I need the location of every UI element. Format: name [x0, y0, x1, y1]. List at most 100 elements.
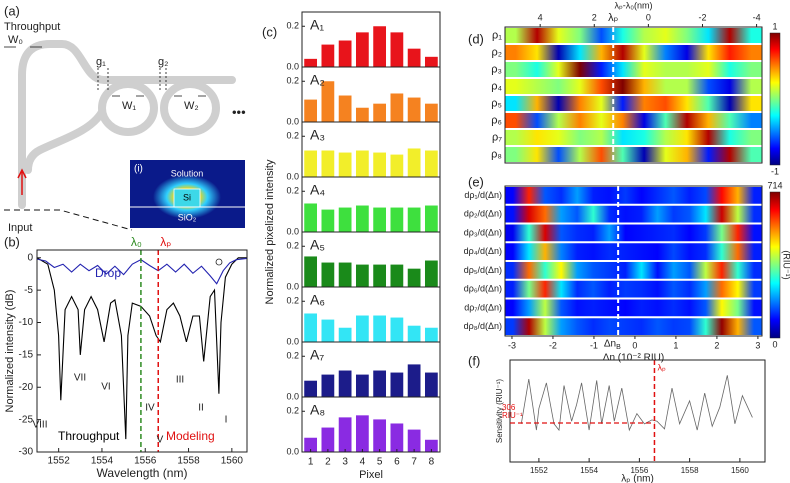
bar — [407, 268, 421, 287]
bar — [338, 207, 352, 232]
row-label: ρ₅ — [491, 97, 502, 109]
w1-label: W₁ — [122, 100, 136, 112]
bar — [407, 148, 421, 177]
throughput-label: Throughput — [4, 21, 60, 33]
bar — [304, 203, 318, 232]
bar — [424, 205, 438, 232]
series-label: Throughput — [58, 429, 120, 443]
bar — [390, 372, 404, 397]
x-tick-label: 3 — [342, 457, 348, 468]
x-tick-label: -3 — [508, 340, 516, 350]
plot-frame — [36, 249, 248, 453]
resonance-circle — [215, 258, 223, 266]
bar — [390, 207, 404, 232]
bar — [338, 417, 352, 452]
facet-label: A₄ — [310, 182, 325, 198]
bar — [407, 364, 421, 397]
bar — [424, 372, 438, 397]
ring-2 — [160, 80, 220, 136]
bar — [304, 150, 318, 177]
panel-label: (c) — [262, 24, 277, 39]
facet-label: A₆ — [310, 292, 325, 308]
input-arrowhead — [17, 168, 27, 179]
bar — [355, 264, 369, 287]
heatmap-frame — [504, 185, 763, 337]
series-line — [520, 375, 753, 432]
x-tick-label: -2 — [549, 340, 557, 350]
x-tick-label: 2 — [714, 340, 719, 350]
bar — [355, 415, 369, 452]
bar — [338, 370, 352, 397]
resonance-label: III — [176, 375, 184, 386]
x-tick-label: 0 — [632, 340, 637, 350]
y-tick-label: -30 — [19, 447, 34, 458]
reference-unit: RIU⁻¹ — [502, 411, 523, 420]
facet-label: A₅ — [310, 237, 325, 253]
x-tick-label: -4 — [753, 12, 761, 22]
heatmap-row — [505, 262, 762, 279]
bar — [321, 81, 335, 122]
bar — [407, 48, 421, 67]
panel-label: (f) — [468, 353, 480, 368]
bar — [304, 380, 318, 397]
facet-label: A₂ — [310, 72, 325, 88]
x-tick-label: 2 — [592, 12, 597, 22]
x-axis-title: Wavelength (nm) — [97, 466, 188, 480]
bar — [321, 150, 335, 177]
y-tick-label: 0.0 — [286, 171, 299, 181]
x-tick-label: 1558 — [681, 466, 699, 475]
heatmap-row — [505, 62, 762, 77]
colorbar-tick-label: 0 — [772, 339, 777, 349]
bar — [355, 32, 369, 67]
panel-label: (d) — [468, 31, 484, 46]
marker-label: λₚ — [608, 12, 619, 24]
plot-frame — [509, 359, 766, 463]
row-label: ρ₇ — [492, 131, 502, 143]
y-tick-label: 0.0 — [286, 336, 299, 346]
heatmap-row — [505, 205, 762, 223]
heatmap-row — [505, 45, 762, 60]
x-tick-label: 1552 — [48, 456, 71, 467]
resonance-label: I — [225, 415, 228, 426]
bar — [373, 26, 387, 67]
row-label: dρ₁/d(Δn) — [464, 190, 502, 200]
bar — [304, 58, 318, 67]
x-tick-label: 1 — [673, 340, 678, 350]
y-tick-label: 0.0 — [286, 446, 299, 456]
x-tick-label: -2 — [698, 12, 706, 22]
heatmap-row — [505, 28, 762, 43]
x-tick-label: 1558 — [177, 456, 200, 467]
heatmap-frame — [504, 26, 763, 164]
marker-label: λ₀ — [131, 235, 142, 249]
series-line — [37, 257, 247, 285]
bar — [373, 264, 387, 287]
bar — [321, 209, 335, 232]
y-tick-label: 0.2 — [286, 241, 299, 251]
facet-label: A₈ — [310, 402, 325, 418]
y-tick-label: -25 — [19, 414, 34, 425]
bar — [424, 103, 438, 122]
row-label: dρ₂/d(Δn) — [464, 209, 502, 219]
resonance-label: VII — [74, 373, 86, 384]
heatmap-row — [505, 130, 762, 145]
bar — [338, 327, 352, 342]
bar — [373, 152, 387, 177]
y-axis-title: Normalized pixelized intensity — [264, 159, 276, 304]
marker-label: λₚ — [657, 362, 666, 372]
heatmap-row — [505, 187, 762, 204]
bar — [355, 315, 369, 342]
x-tick-label: 4 — [538, 12, 543, 22]
si-label: Si — [183, 192, 191, 202]
y-tick-label: 0.2 — [286, 76, 299, 86]
colorbar-tick-label: 1 — [772, 21, 777, 31]
bar — [390, 317, 404, 342]
w2-label: W₂ — [184, 100, 199, 112]
y-tick-label: 0.2 — [286, 406, 299, 416]
bar — [407, 207, 421, 232]
bar — [424, 56, 438, 67]
bar — [355, 107, 369, 122]
bus-waveguide — [18, 40, 236, 209]
y-tick-label: 0 — [27, 252, 33, 263]
facet-label: A₁ — [310, 17, 324, 33]
